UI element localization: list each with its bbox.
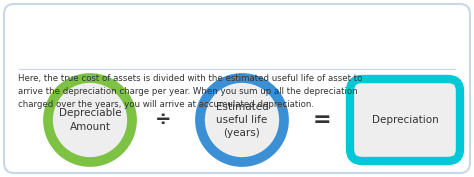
Circle shape (200, 78, 284, 162)
Text: Estimated
useful life
(years): Estimated useful life (years) (216, 102, 268, 138)
Text: ÷: ÷ (155, 110, 171, 130)
FancyBboxPatch shape (350, 79, 460, 161)
Text: Depreciation: Depreciation (372, 115, 438, 125)
Text: Here, the true cost of assets is divided with the estimated useful life of asset: Here, the true cost of assets is divided… (18, 74, 363, 109)
Text: Depreciable
Amount: Depreciable Amount (59, 108, 121, 132)
FancyBboxPatch shape (4, 4, 470, 173)
Text: =: = (313, 110, 331, 130)
Circle shape (48, 78, 132, 162)
